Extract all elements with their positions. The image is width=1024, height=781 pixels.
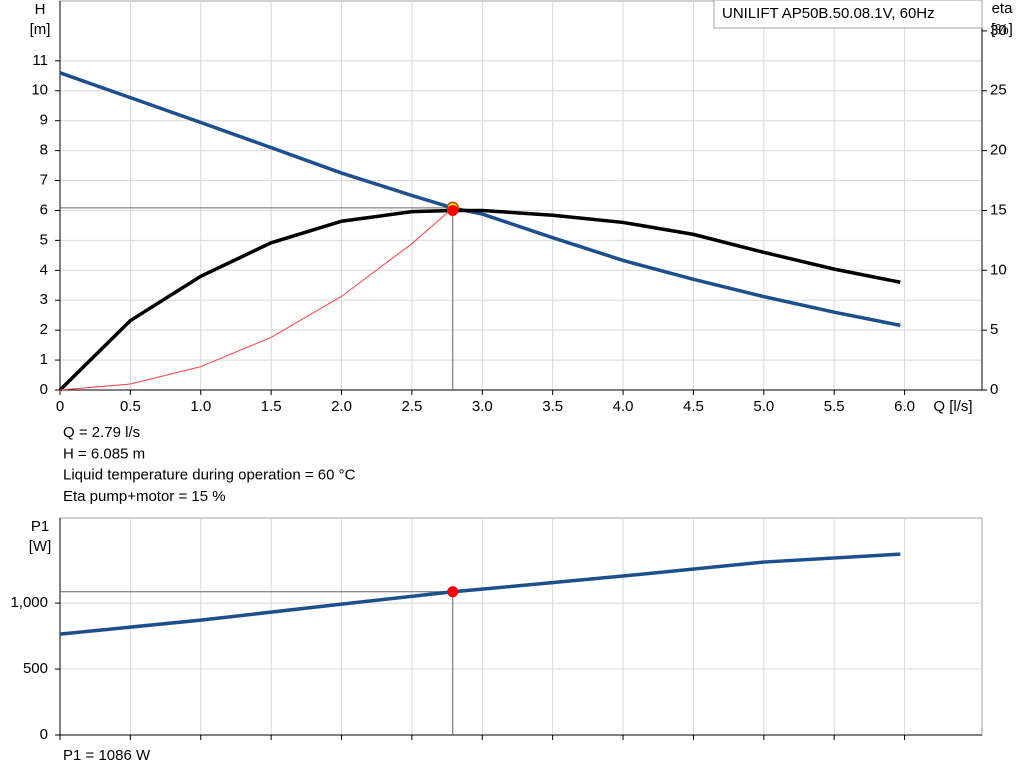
y2-tick-label: 20 xyxy=(990,142,1007,159)
y2-tick-label: 10 xyxy=(990,261,1007,278)
y-tick-label: 11 xyxy=(32,52,48,69)
y2-tick-label: 30 xyxy=(990,22,1007,39)
info-text: P1 = 1086 W xyxy=(63,747,151,764)
info-text: H = 6.085 m xyxy=(63,445,145,462)
y-tick-label: 4 xyxy=(40,261,48,278)
info-text: Eta pump+motor = 15 % xyxy=(63,488,226,505)
y-axis-unit: [m] xyxy=(30,21,51,38)
y-tick-label: 1,000 xyxy=(10,594,48,611)
y-tick-label: 9 xyxy=(40,112,48,129)
x-tick-label: 0 xyxy=(56,398,64,415)
y-tick-label: 7 xyxy=(40,172,48,189)
x-tick-label: 4.0 xyxy=(613,398,634,415)
x-tick-label: 6.0 xyxy=(894,398,915,415)
x-tick-label: 5.5 xyxy=(824,398,845,415)
y-tick-label: 500 xyxy=(23,660,48,677)
y-tick-label: 0 xyxy=(40,726,48,743)
curve xyxy=(59,207,454,391)
x-tick-label: 3.5 xyxy=(542,398,563,415)
x-tick-label: 0.5 xyxy=(120,398,141,415)
info-text: Liquid temperature during operation = 60… xyxy=(63,467,356,484)
operating-point xyxy=(447,586,459,598)
y-axis-label: H xyxy=(35,1,46,18)
x-tick-label: 5.0 xyxy=(753,398,774,415)
curve xyxy=(58,208,901,392)
curve xyxy=(59,552,901,636)
x-tick-label: 2.0 xyxy=(331,398,352,415)
y2-axis-unit: [%] xyxy=(991,21,1013,38)
y-tick-label: 10 xyxy=(31,82,48,99)
y-tick-label: 5 xyxy=(40,231,48,248)
title-box xyxy=(713,0,983,29)
y-tick-label: 1 xyxy=(40,351,48,368)
y2-tick-label: 25 xyxy=(990,82,1007,99)
chart-title: UNILIFT AP50B.50.08.1V, 60Hz xyxy=(722,5,935,22)
y2-tick-label: 0 xyxy=(990,381,998,398)
y-tick-label: 0 xyxy=(40,381,48,398)
y-axis-unit: [W] xyxy=(29,538,52,555)
y2-tick-label: 15 xyxy=(990,201,1007,218)
y-tick-label: 3 xyxy=(40,291,48,308)
x-axis-label: Q [l/s] xyxy=(933,398,972,415)
plot-frame xyxy=(59,517,983,736)
operating-point xyxy=(447,204,459,216)
y2-axis-label: eta xyxy=(992,0,1014,17)
info-text: Q = 2.79 l/s xyxy=(63,424,140,441)
x-tick-label: 1.0 xyxy=(190,398,211,415)
x-tick-label: 3.0 xyxy=(472,398,493,415)
x-tick-label: 2.5 xyxy=(401,398,422,415)
plot-frame xyxy=(59,0,983,391)
y-tick-label: 8 xyxy=(40,142,48,159)
x-tick-label: 1.5 xyxy=(261,398,282,415)
y2-tick-label: 5 xyxy=(990,321,998,338)
x-tick-label: 4.5 xyxy=(683,398,704,415)
y-tick-label: 6 xyxy=(40,201,48,218)
y-tick-label: 2 xyxy=(40,321,48,338)
y-axis-label: P1 xyxy=(31,518,49,535)
